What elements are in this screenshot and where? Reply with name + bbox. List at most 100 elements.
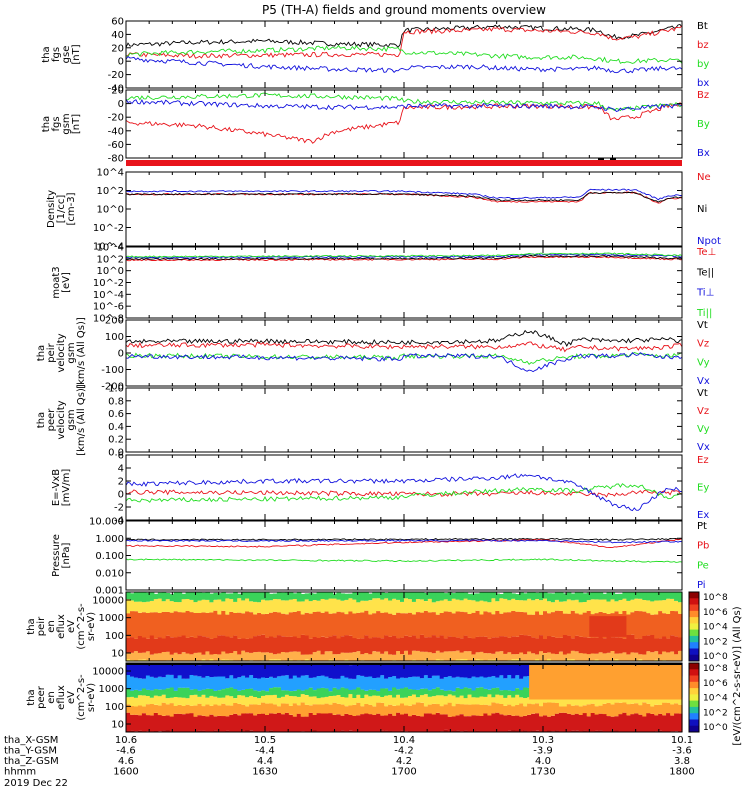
spectrogram-cell bbox=[388, 664, 393, 677]
ytick-label: 0 bbox=[118, 490, 124, 501]
spectrogram-cell bbox=[439, 652, 445, 660]
spectrogram-cell bbox=[312, 600, 318, 612]
spectrogram-cell bbox=[193, 638, 199, 653]
spectrogram-cell bbox=[312, 696, 318, 705]
spectrogram-cell bbox=[590, 592, 596, 600]
spectrogram-cell bbox=[197, 703, 203, 716]
spectrogram-cell bbox=[288, 636, 294, 652]
spectrogram-cell bbox=[304, 654, 310, 660]
spectrogram-cell bbox=[419, 678, 425, 689]
panel-pressure: PtPbPePi10.0001.0000.1000.0100.001Pressu… bbox=[51, 517, 709, 597]
spectrogram-cell bbox=[447, 676, 453, 691]
spectrogram-cell bbox=[161, 689, 167, 695]
spectrogram-cell bbox=[193, 602, 199, 613]
spectrogram-cell bbox=[261, 695, 266, 703]
spectrogram-cell bbox=[384, 651, 389, 661]
spectrogram-cell bbox=[137, 705, 143, 716]
spectrogram-cell bbox=[408, 677, 413, 690]
ytick-label: -20 bbox=[108, 70, 124, 81]
spectrogram-cell bbox=[328, 592, 334, 599]
spectrogram-cell bbox=[400, 613, 405, 638]
spectrogram-cell bbox=[189, 592, 195, 600]
spectrogram-cell bbox=[137, 715, 143, 731]
spectrogram-cell bbox=[431, 602, 437, 613]
spectrogram-cell bbox=[423, 706, 429, 714]
spectrogram-cell bbox=[237, 654, 242, 661]
spectrogram-cell bbox=[340, 600, 346, 613]
spectrogram-cell bbox=[328, 651, 334, 660]
spectrogram-cell bbox=[213, 704, 218, 717]
spectrogram-cell bbox=[475, 715, 481, 731]
spectrogram-cell bbox=[241, 650, 246, 661]
spectrogram-cell bbox=[332, 593, 338, 599]
spectrogram-cell bbox=[503, 690, 508, 698]
spectrogram-cell bbox=[515, 715, 520, 731]
spectrogram-cell bbox=[197, 613, 203, 636]
spectrogram-cell bbox=[435, 637, 441, 651]
spectrogram-cell bbox=[527, 614, 532, 636]
spectrogram-cell bbox=[209, 593, 214, 603]
xaxis-row-label: tha_Z-GSM bbox=[4, 756, 59, 767]
spectrogram-cell bbox=[272, 659, 278, 661]
spectrogram-cell bbox=[459, 600, 465, 612]
ylabel-line: tha bbox=[26, 618, 37, 634]
spectrogram-cell bbox=[590, 653, 596, 661]
series-line-Vx bbox=[125, 352, 683, 373]
spectrogram-cell bbox=[554, 702, 560, 714]
spectrogram-cell bbox=[161, 730, 167, 732]
spectrogram-cell bbox=[491, 697, 496, 703]
legend-Vy: Vy bbox=[697, 357, 710, 368]
spectrogram-cell bbox=[455, 611, 461, 638]
spectrogram-cell bbox=[185, 678, 191, 688]
ylabel-line: [nT] bbox=[71, 114, 82, 134]
panel-frame bbox=[125, 89, 683, 159]
spectrogram-cell bbox=[507, 730, 512, 732]
spectrogram-cell bbox=[435, 704, 441, 713]
spectrogram-cell bbox=[392, 635, 397, 655]
legend-bx: bx bbox=[697, 78, 709, 89]
ytick-label: 10^-4 bbox=[93, 290, 124, 301]
spectrogram-cell bbox=[674, 611, 679, 637]
spectrogram-cell bbox=[495, 601, 500, 611]
spectrogram-cell bbox=[507, 695, 512, 705]
spectrogram-cell bbox=[574, 613, 580, 636]
spectrogram-cell bbox=[435, 712, 441, 732]
spectrogram-cell bbox=[165, 611, 171, 636]
spectrogram-cell bbox=[173, 697, 179, 706]
spectrogram-cell bbox=[348, 730, 353, 732]
ytick-label: 10^-2 bbox=[93, 278, 124, 289]
spectrogram-cell bbox=[606, 652, 612, 661]
spectrogram-cell bbox=[658, 600, 663, 611]
spectrogram-cell bbox=[467, 614, 473, 638]
spectrogram-cell bbox=[153, 612, 159, 639]
spectrogram-cell bbox=[503, 705, 508, 716]
spectrogram-cell bbox=[654, 651, 659, 660]
spectrogram-cell bbox=[253, 697, 258, 705]
spectrogram-cell bbox=[491, 702, 496, 714]
spectrogram-cell bbox=[467, 599, 473, 614]
spectrogram-cell bbox=[177, 697, 183, 705]
figure-title: P5 (TH-A) fields and ground moments over… bbox=[262, 3, 546, 17]
spectrogram-cell bbox=[173, 706, 179, 714]
spectrogram-cell bbox=[221, 676, 226, 690]
spectrogram-cell bbox=[523, 676, 528, 688]
spectrogram-cell bbox=[423, 601, 429, 611]
spectrogram-cell bbox=[674, 600, 679, 612]
spectrogram-cell bbox=[153, 695, 159, 705]
spectrogram-cell bbox=[149, 697, 155, 704]
colorbar-cell bbox=[689, 700, 699, 708]
spectrogram-cell bbox=[340, 652, 346, 661]
series-line-Pb bbox=[125, 538, 683, 549]
spectrogram-cell bbox=[531, 730, 536, 732]
spectrogram-cell bbox=[435, 601, 441, 615]
spectrogram-cell bbox=[495, 651, 500, 661]
spectrogram-cell bbox=[586, 610, 592, 638]
spectrogram-cell bbox=[463, 592, 469, 599]
spectrogram-cell bbox=[483, 653, 488, 661]
spectrogram-cell bbox=[479, 687, 485, 697]
spectrogram-cell bbox=[340, 593, 346, 601]
spectrogram-cell bbox=[217, 593, 222, 600]
spectrogram-cell bbox=[507, 714, 512, 731]
spectrogram-cell bbox=[602, 638, 608, 654]
